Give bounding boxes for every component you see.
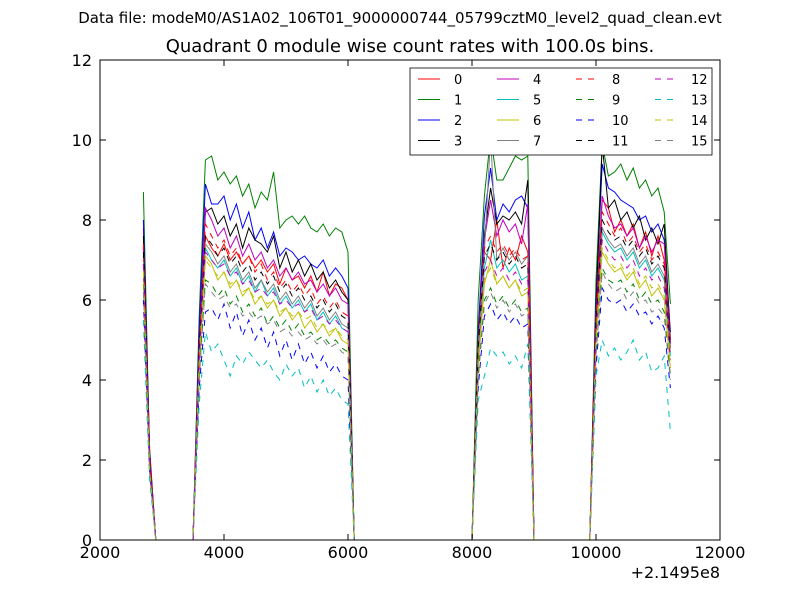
legend-label-14: 14 — [691, 114, 708, 129]
legend-label-5: 5 — [533, 94, 541, 109]
y-tick-label: 4 — [82, 371, 92, 390]
data-file-supertitle: Data file: modeM0/AS1A02_106T01_90000007… — [78, 9, 722, 27]
y-tick-label: 10 — [72, 131, 92, 150]
legend-label-7: 7 — [533, 135, 541, 150]
series-line-9 — [142, 266, 671, 541]
x-tick-label: 10000 — [571, 543, 622, 562]
legend-label-10: 10 — [612, 114, 629, 129]
y-tick-label: 0 — [82, 531, 92, 550]
legend-label-0: 0 — [454, 73, 462, 88]
x-tick-label: 4000 — [204, 543, 245, 562]
legend-box — [409, 67, 713, 156]
y-tick-label: 12 — [72, 51, 92, 70]
x-tick-label: 2000 — [80, 543, 121, 562]
legend-label-2: 2 — [454, 114, 462, 129]
legend-label-12: 12 — [691, 73, 708, 88]
legend-label-15: 15 — [691, 135, 708, 150]
chart-title: Quadrant 0 module wise count rates with … — [165, 36, 655, 57]
y-tick-label: 6 — [82, 291, 92, 310]
x-tick-label: 8000 — [452, 543, 493, 562]
x-offset-label: +2.1495e8 — [631, 563, 720, 582]
legend-label-11: 11 — [612, 135, 629, 150]
y-tick-label: 2 — [82, 451, 92, 470]
legend-label-6: 6 — [533, 114, 541, 129]
x-tick-label: 6000 — [328, 543, 369, 562]
x-tick-label: 12000 — [695, 543, 746, 562]
legend-label-13: 13 — [691, 94, 708, 109]
legend-label-8: 8 — [612, 73, 620, 88]
legend-label-9: 9 — [612, 94, 620, 109]
legend-label-4: 4 — [533, 73, 541, 88]
y-tick-label: 8 — [82, 211, 92, 230]
legend-label-3: 3 — [454, 135, 462, 150]
legend-label-1: 1 — [454, 94, 462, 109]
series-layer — [142, 135, 671, 541]
